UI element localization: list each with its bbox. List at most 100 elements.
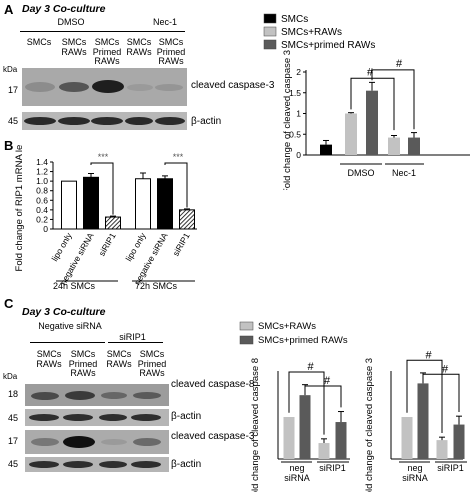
y-tick-label: 0 [296, 150, 301, 160]
sig-bracket [371, 69, 415, 130]
lane-label: SMCs Primed RAWs [156, 37, 186, 66]
legend-swatch [239, 321, 254, 331]
sig-mark: # [367, 66, 374, 78]
blot-label: cleaved caspase-8 [171, 379, 255, 390]
group-line-dmso [20, 31, 133, 32]
bar [335, 422, 347, 459]
sig-bracket [288, 371, 325, 435]
group-label: Nec-1 [392, 168, 416, 178]
y-tick-label: 0.8 [36, 186, 48, 196]
bar [388, 137, 400, 155]
blot-cleaved-caspase3-c [25, 430, 169, 454]
bar [105, 216, 121, 230]
bar [61, 180, 77, 230]
mw-marker: 45 [8, 116, 19, 126]
blot-label: cleaved caspase-3 [191, 80, 275, 91]
group-label: siRNA [284, 473, 310, 483]
chart-c8-significance: ## [288, 361, 342, 435]
group-label: neg [289, 463, 304, 473]
y-tick-label: 0.5 [289, 129, 301, 139]
group-label-sirip1: siRIP1 [119, 332, 146, 342]
bar [366, 90, 378, 155]
legend-swatch [263, 26, 277, 37]
x-tick-label: siRIP1 [97, 231, 118, 258]
y-tick-label: 1.2 [36, 167, 48, 177]
chart-c-legend: SMCs+RAWs SMCs+primed RAWs [239, 321, 348, 346]
group-label: DMSO [348, 168, 375, 178]
blot-beta-actin [25, 457, 169, 472]
blot-beta-actin [22, 112, 187, 130]
sig-mark: # [396, 58, 403, 70]
group-label-dmso: DMSO [57, 17, 85, 27]
sig-mark: # [307, 361, 314, 373]
y-tick-label: 0.2 [36, 214, 48, 224]
sig-mark: # [425, 349, 432, 361]
chart-c-pair: SMCs+RAWs SMCs+primed RAWs Fold change of… [239, 321, 467, 492]
sig-bracket [164, 162, 188, 208]
bar [135, 178, 151, 230]
mw-marker: 45 [8, 413, 19, 423]
bar [157, 178, 173, 230]
group-line-neg [30, 342, 105, 343]
panel-a-title: Day 3 Co-culture [22, 3, 106, 15]
y-tick-label: 0 [43, 224, 48, 234]
legend-swatch [239, 335, 254, 345]
blot-beta-actin [25, 409, 169, 426]
bar [283, 417, 295, 459]
sig-bracket [305, 385, 342, 408]
bar [453, 424, 465, 459]
x-tick-label: siRIP1 [171, 231, 192, 258]
chart-c3-significance: ## [406, 349, 460, 433]
blot-label: β-actin [171, 411, 202, 422]
mw-marker: 45 [8, 459, 19, 469]
legend-swatch [263, 13, 277, 24]
mw-marker: 17 [8, 85, 19, 95]
group-label-neg: Negative siRNA [38, 321, 102, 331]
group-label-nec1: Nec-1 [152, 17, 177, 27]
chart-a-casp3: SMCs SMCs+RAWs SMCs+primed RAWs Fold chang… [263, 13, 470, 190]
lane-label: SMCs RAWs [61, 37, 87, 57]
chart-c3-bars [401, 372, 465, 459]
mw-marker: 17 [8, 436, 19, 446]
chart-a-axes: 0 0.5 1 1.5 2 DMSO Nec-1 [289, 67, 470, 178]
chart-a-legend: SMCs SMCs+RAWs SMCs+primed RAWs [263, 13, 375, 51]
bar [179, 209, 195, 230]
bar [345, 113, 357, 155]
chart-b-rip1: Fold change of RIP1 mRNA level 00.20.40.… [14, 145, 197, 291]
lane-label: SMCs Primed RAWs [137, 349, 167, 378]
chart-b-sig: *** [98, 152, 109, 162]
panel-c-letter: C [4, 296, 14, 311]
mw-marker: 18 [8, 389, 19, 399]
bar [408, 137, 420, 155]
group-label: neg [407, 463, 422, 473]
blot-label: cleaved caspase-3 [171, 431, 255, 442]
lane-label: SMCs Primed RAWs [68, 349, 98, 378]
legend-label: SMCs+RAWs [258, 321, 316, 332]
sig-bracket [406, 359, 443, 433]
lane-label: SMCs [26, 37, 52, 47]
y-tick-label: 1.5 [289, 88, 301, 98]
chart-b-ylabel: Fold change of RIP1 mRNA level [14, 145, 25, 271]
bar [417, 383, 429, 459]
bar [320, 144, 332, 155]
bar [83, 176, 99, 230]
blot-label: β-actin [171, 459, 202, 470]
panel-c-title: Day 3 Co-culture [22, 306, 106, 318]
chart-a-significance: ## [350, 58, 415, 131]
chart-b-sig: *** [173, 152, 184, 162]
chart-b-bars [61, 162, 195, 230]
sig-mark: # [442, 363, 449, 375]
legend-label: SMCs+primed RAWs [281, 40, 375, 51]
blot-cleaved-caspase8 [25, 384, 169, 406]
sig-mark: # [324, 375, 331, 387]
bar [318, 443, 330, 459]
chart-b-group-label: 72h SMCs [135, 281, 178, 291]
lane-label: SMCs Primed RAWs [92, 37, 122, 66]
legend-label: SMCs [281, 14, 308, 25]
group-label: siRIP1 [319, 463, 346, 473]
legend-label: SMCs+primed RAWs [258, 335, 348, 346]
y-tick-label: 1.4 [36, 157, 48, 167]
kda-label: kDa [3, 65, 18, 74]
lane-label: SMCs RAWs [106, 349, 132, 369]
legend-label: SMCs+RAWs [281, 27, 342, 38]
